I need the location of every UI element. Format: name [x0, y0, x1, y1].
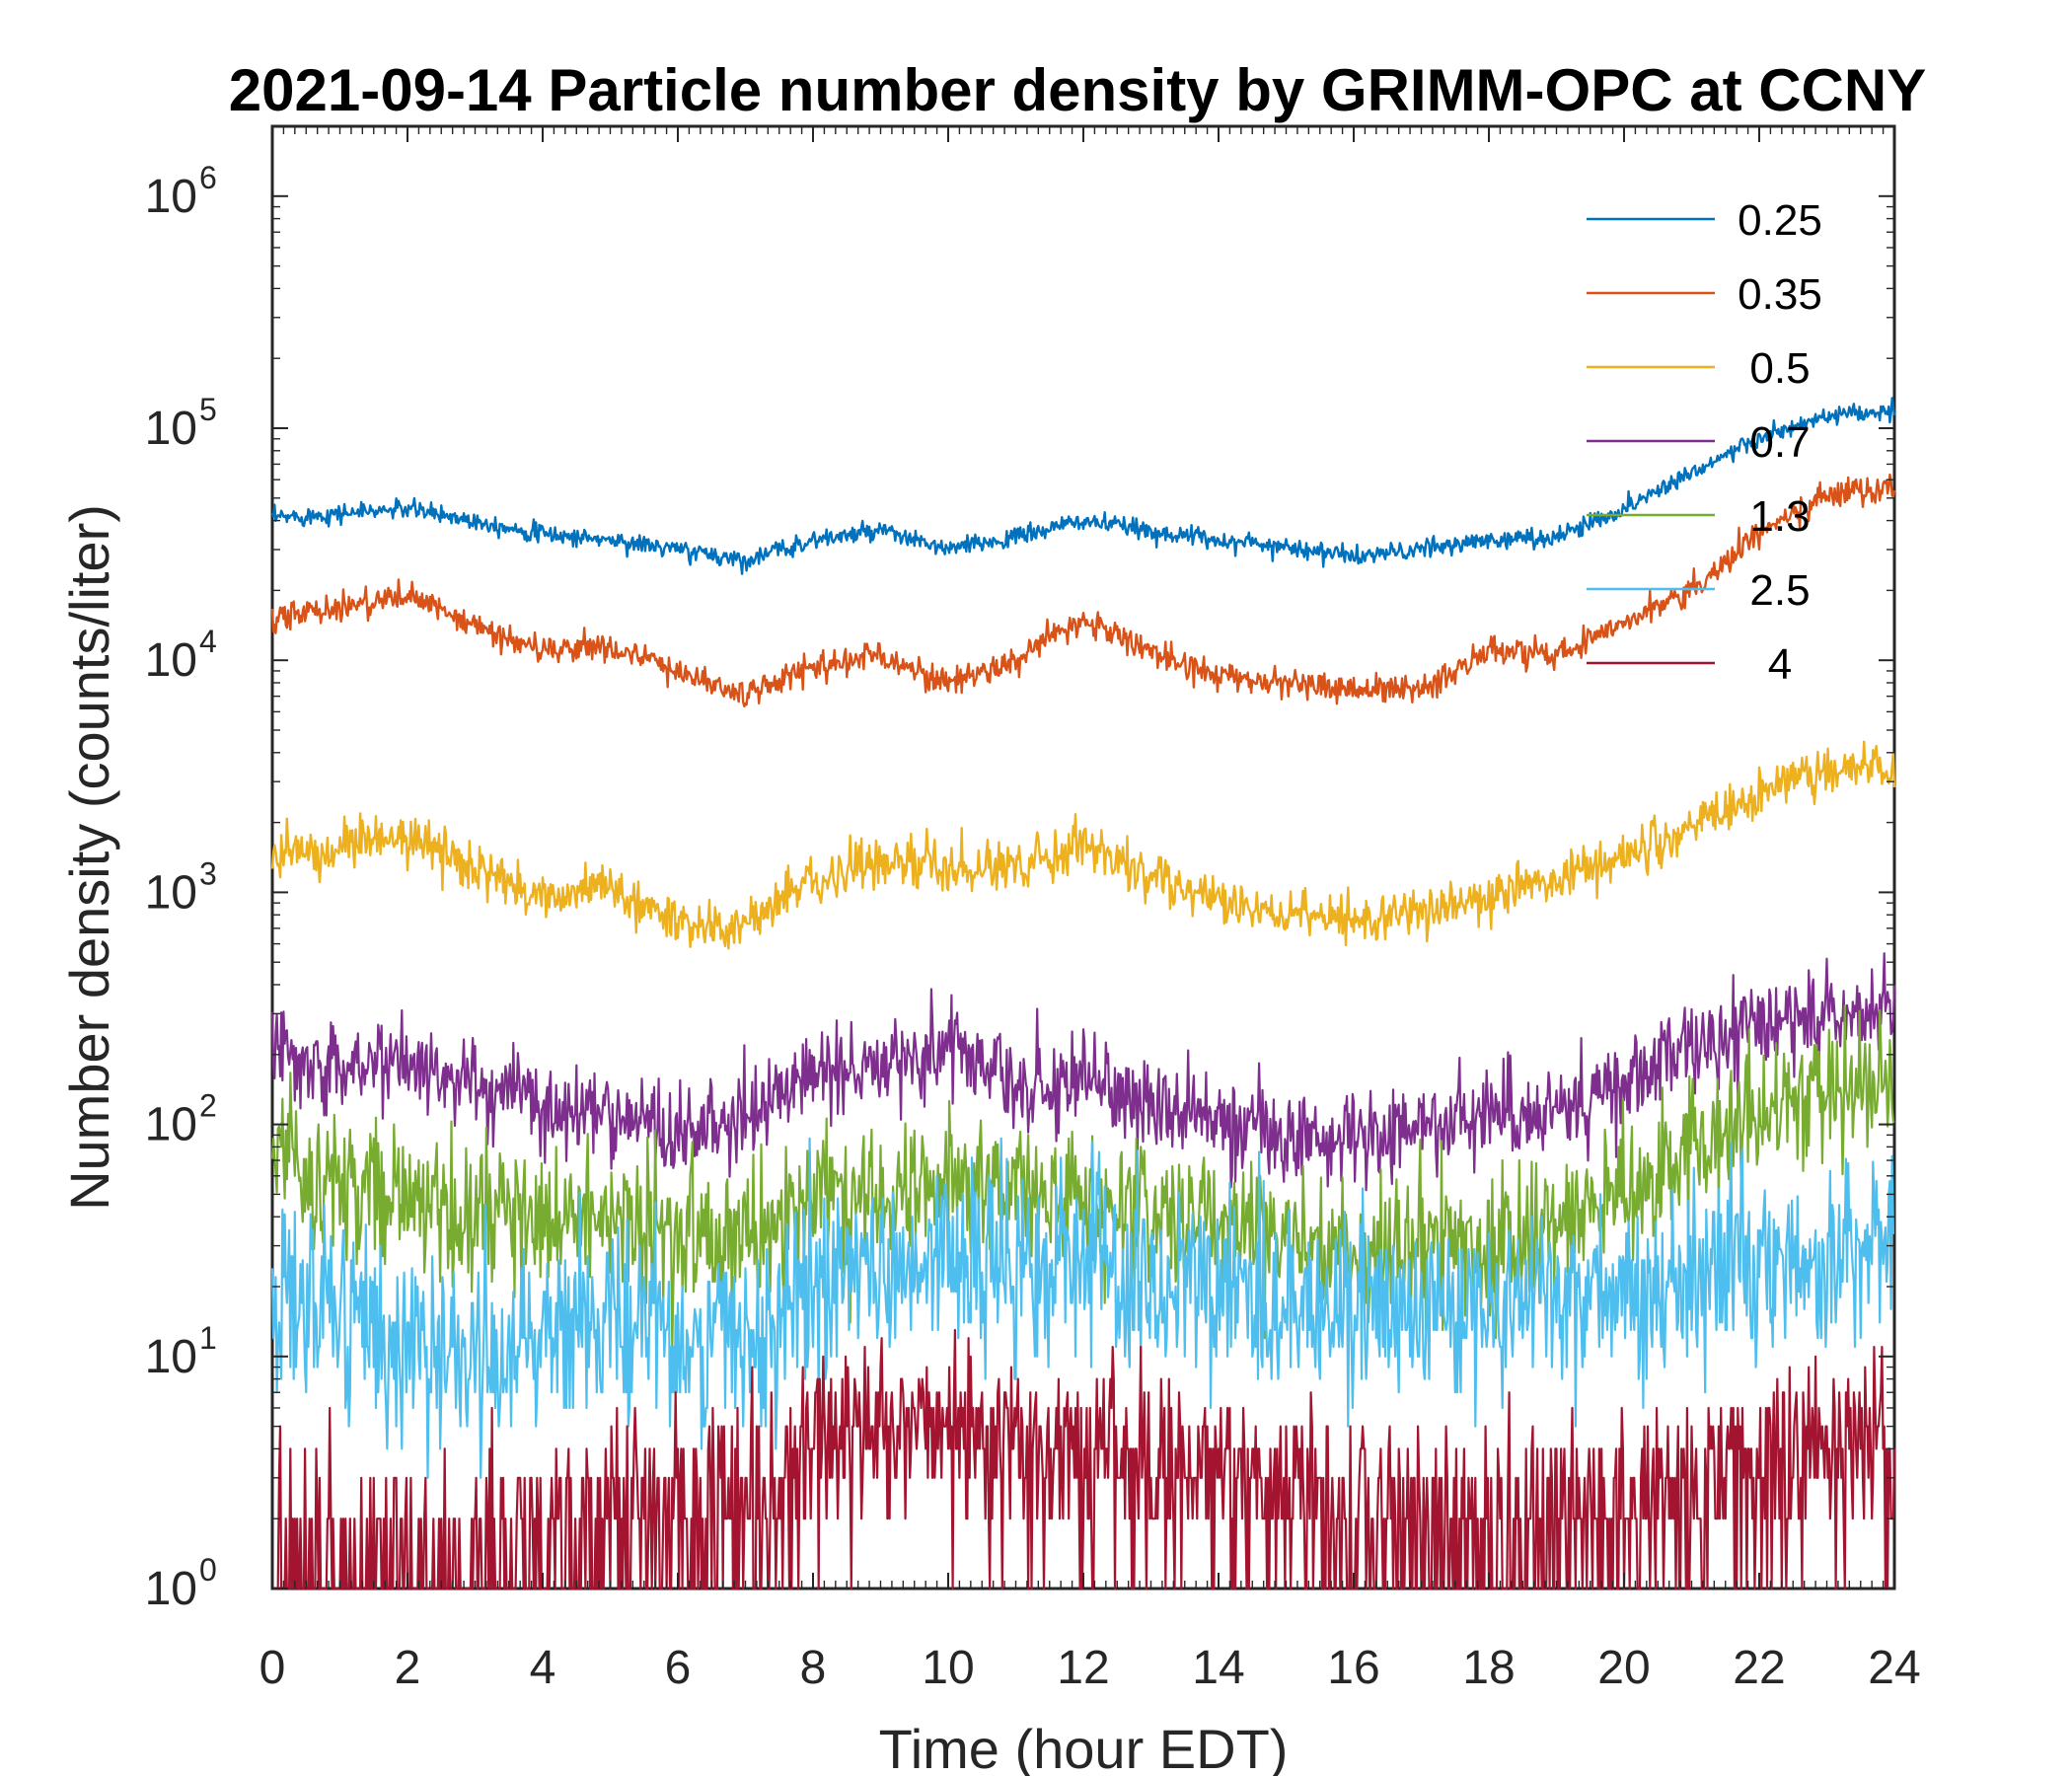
y-tick-label: 10 [145, 1331, 197, 1383]
x-tick-label: 4 [530, 1642, 556, 1694]
y-tick-label: 10 [145, 866, 197, 919]
x-tick-label: 0 [259, 1642, 286, 1694]
y-tick-label: 10 [145, 403, 197, 455]
legend-label: 0.5 [1749, 344, 1810, 393]
x-tick-label: 10 [922, 1642, 974, 1694]
legend-label: 1.3 [1749, 492, 1810, 541]
series-line-0-35 [270, 473, 1896, 707]
x-tick-label: 22 [1733, 1642, 1785, 1694]
y-tick-exponent: 1 [199, 1320, 217, 1356]
y-tick-label: 10 [145, 1563, 197, 1615]
x-tick-label: 18 [1462, 1642, 1515, 1694]
x-axis-label: Time (hour EDT) [879, 1718, 1289, 1776]
x-tick-label: 2 [395, 1642, 421, 1694]
legend-label: 2.5 [1749, 566, 1810, 615]
x-tick-label: 8 [800, 1642, 827, 1694]
y-tick-exponent: 5 [199, 392, 217, 427]
series-line-0-5 [270, 740, 1896, 950]
y-tick-exponent: 2 [199, 1088, 217, 1124]
x-tick-label: 16 [1327, 1642, 1379, 1694]
legend-label: 0.35 [1738, 270, 1822, 319]
y-tick-exponent: 6 [199, 160, 217, 195]
x-tick-label: 6 [665, 1642, 692, 1694]
y-tick-exponent: 4 [199, 624, 217, 659]
y-tick-label: 10 [145, 1099, 197, 1151]
series-line-1-3 [270, 1004, 1895, 1349]
y-tick-label: 10 [145, 171, 197, 223]
y-tick-label: 10 [145, 634, 197, 687]
x-tick-label: 24 [1868, 1642, 1920, 1694]
series-line-2-5 [270, 1137, 1895, 1479]
legend: 0.25 0.35 0.5 0.7 1.3 2.5 4 [1587, 196, 1822, 689]
x-tick-label: 14 [1192, 1642, 1244, 1694]
legend-label: 0.7 [1749, 418, 1810, 467]
legend-label: 4 [1768, 640, 1792, 689]
series-line-0-25 [270, 397, 1896, 575]
x-tick-label: 20 [1597, 1642, 1650, 1694]
legend-label: 0.25 [1738, 196, 1822, 245]
x-tick-label: 12 [1057, 1642, 1109, 1694]
chart-title: 2021-09-14 Particle number density by GR… [229, 57, 1927, 123]
y-axis-label: Number density (counts/liter) [58, 504, 120, 1211]
y-tick-exponent: 3 [199, 855, 217, 891]
y-tick-exponent: 0 [199, 1552, 217, 1588]
